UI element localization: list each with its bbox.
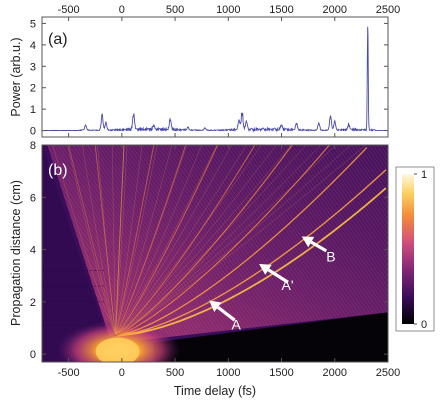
panel-a-y-tick-label: 3 bbox=[30, 61, 36, 73]
panel-b-heatmap: -500 0 500 1000 1500 2000 2500 0 2 4 6 8 A A' B (b) P… bbox=[9, 140, 400, 398]
heatmap-fringe bbox=[115, 145, 128, 335]
panel-a-top-tick-label: 500 bbox=[166, 4, 184, 16]
panel-a-y-tick-label: 2 bbox=[30, 83, 36, 95]
panel-a-y-tick-label: 5 bbox=[30, 18, 36, 30]
annotation-arrow-shaft bbox=[310, 240, 328, 253]
heatmap-fringe bbox=[115, 145, 188, 335]
panel-a-top-tick-label: -500 bbox=[58, 4, 80, 16]
panel-a-top-tick-label: 1000 bbox=[216, 4, 240, 16]
heatmap-fringe bbox=[115, 145, 292, 335]
panel-b-y-tick-label: 8 bbox=[30, 140, 36, 152]
heatmap-fringe bbox=[115, 145, 158, 335]
heatmap-fringe bbox=[115, 145, 143, 335]
panel-b-xlabel: Time delay (fs) bbox=[174, 384, 256, 398]
colorbar-frame bbox=[395, 166, 435, 332]
soliton-trajectory bbox=[115, 145, 293, 337]
heatmap-dark-region bbox=[153, 312, 388, 362]
panel-b-x-tick-label: 1500 bbox=[269, 367, 293, 379]
panel-b-frame bbox=[41, 144, 389, 363]
panel-b-x-tick-label: 2000 bbox=[323, 367, 347, 379]
heatmap-fringe bbox=[115, 145, 277, 335]
panel-a-ylabel: Power (arb.u.) bbox=[9, 37, 23, 116]
panel-b-x-tick-label: 500 bbox=[166, 367, 184, 379]
panel-a-top-tick-label: 0 bbox=[119, 4, 125, 16]
panel-b-x-tick-label: 1000 bbox=[216, 367, 240, 379]
panel-b-y-tick-label: 6 bbox=[30, 192, 36, 204]
soliton-trajectory bbox=[115, 145, 219, 337]
soliton-trajectory bbox=[115, 145, 256, 337]
panel-a-power: -500 0 500 1000 1500 2000 2500 0 1 2 3 4 5 (a) Power… bbox=[9, 4, 400, 138]
heatmap-fringe bbox=[67, 145, 116, 335]
heatmap-fringe bbox=[115, 145, 351, 335]
heatmap-fringe bbox=[82, 145, 116, 335]
soliton-trajectory bbox=[115, 147, 368, 337]
colorbar: 01 bbox=[395, 166, 435, 332]
panel-a-ticks: -500 0 500 1000 1500 2000 2500 0 1 2 3 4 5 bbox=[30, 4, 400, 138]
heatmap-fringe bbox=[97, 145, 116, 335]
heatmap-fringe bbox=[112, 145, 116, 335]
annotation-arrow-shaft bbox=[267, 268, 289, 284]
panel-a-y-tick-label: 1 bbox=[30, 104, 36, 116]
annotation-arrow-shaft bbox=[216, 305, 236, 322]
panel-b-label: (b) bbox=[48, 162, 68, 179]
panel-b-ticks: -500 0 500 1000 1500 2000 2500 0 2 4 6 8 bbox=[30, 140, 400, 379]
soliton-trajectory bbox=[115, 145, 187, 337]
heatmap-fringe bbox=[115, 145, 307, 335]
soliton-trajectory bbox=[115, 145, 330, 337]
colorbar-tick-label: 0 bbox=[421, 319, 427, 331]
soliton-trajectory bbox=[94, 145, 116, 336]
heatmap-fringe bbox=[115, 145, 262, 335]
heatmap-source-core bbox=[95, 337, 140, 362]
panel-a-frame bbox=[41, 16, 389, 138]
panel-a-y-tick-label: 0 bbox=[30, 126, 36, 138]
panel-b-y-tick-label: 2 bbox=[30, 297, 36, 309]
annotation-label: A bbox=[232, 316, 242, 332]
annotation-arrow-head bbox=[301, 236, 315, 248]
panel-a-y-tick-label: 4 bbox=[30, 40, 36, 52]
panel-a-top-tick-label: 1500 bbox=[269, 4, 293, 16]
heatmap-fringe bbox=[115, 145, 232, 335]
panel-a-power-trace bbox=[44, 26, 386, 133]
panel-b-x-tick-label: 2500 bbox=[376, 367, 400, 379]
soliton-trajectory bbox=[68, 145, 116, 336]
heatmap-fringe bbox=[115, 145, 247, 335]
colorbar-ticks: 01 bbox=[414, 169, 427, 331]
soliton-trajectory bbox=[115, 169, 387, 337]
heatmap-fringe bbox=[115, 145, 173, 335]
heatmap-fringe bbox=[52, 145, 116, 335]
annotation-arrow-head bbox=[209, 300, 222, 313]
panel-b-x-tick-label: 0 bbox=[119, 367, 125, 379]
heatmap-image bbox=[42, 145, 388, 362]
annotation-label: B bbox=[326, 248, 335, 264]
colorbar-tick-label: 1 bbox=[421, 169, 427, 181]
soliton-trajectory bbox=[115, 145, 155, 337]
annotation-label: A' bbox=[282, 277, 294, 293]
heatmap-annotations: A A' B bbox=[209, 236, 336, 332]
soliton-trajectory bbox=[115, 145, 125, 336]
heatmap-fringe bbox=[115, 145, 217, 335]
heatmap-fringe bbox=[115, 145, 366, 335]
heatmap-fringe bbox=[115, 145, 322, 335]
panel-a-top-tick-label: 2500 bbox=[376, 4, 400, 16]
panel-b-ylabel: Propagation distance (cm) bbox=[9, 180, 23, 326]
colorbar-gradient bbox=[402, 174, 414, 324]
panel-b-x-tick-label: -500 bbox=[58, 367, 80, 379]
annotation-arrow-head bbox=[259, 263, 272, 275]
panel-b-y-tick-label: 0 bbox=[30, 349, 36, 361]
panel-b-y-tick-label: 4 bbox=[30, 245, 36, 257]
power-trace-line bbox=[44, 26, 386, 133]
heatmap-fringe bbox=[115, 145, 336, 335]
panel-a-top-tick-label: 2000 bbox=[323, 4, 347, 16]
heatmap-fringe-texture bbox=[47, 145, 388, 342]
heatmap-fringe bbox=[115, 145, 202, 335]
soliton-trajectory bbox=[115, 187, 387, 337]
heatmap-left-region bbox=[42, 145, 106, 362]
panel-a-label: (a) bbox=[48, 31, 68, 48]
